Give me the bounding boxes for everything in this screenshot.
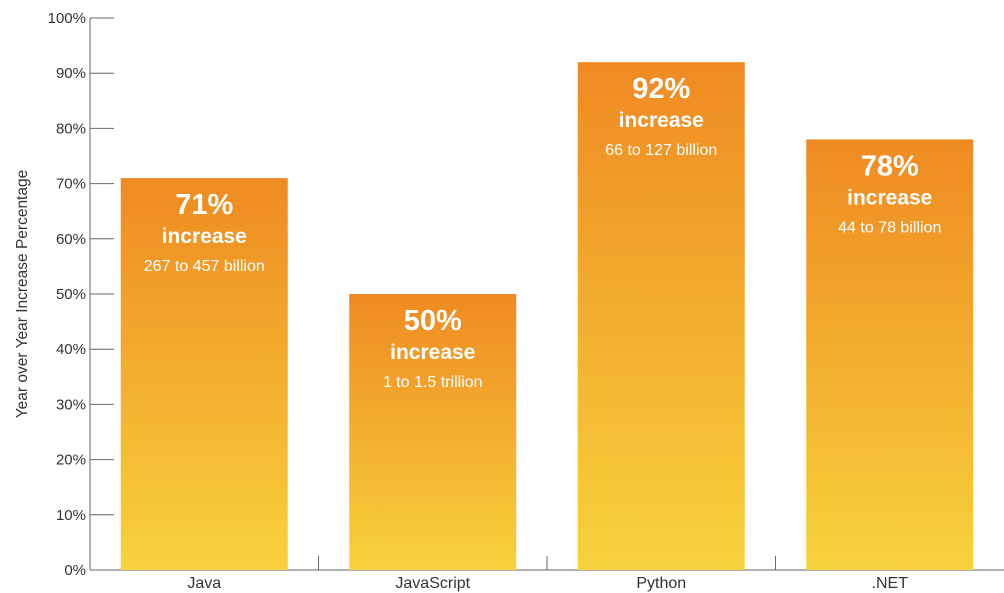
bar-percent-label: 71%	[175, 189, 233, 221]
y-tick-label: 20%	[56, 452, 86, 469]
bar-detail-label: 1 to 1.5 trillion	[383, 374, 483, 391]
bar-java	[120, 178, 288, 570]
y-tick-label: 50%	[56, 286, 86, 303]
y-tick-label: 80%	[56, 120, 86, 137]
y-axis: 0% 10% 20% 30% 40% 50% 60% 70% 80% 90% 100%	[48, 10, 114, 579]
x-tick-label: JavaScript	[395, 575, 470, 592]
y-tick-label: 30%	[56, 396, 86, 413]
bar-detail-label: 66 to 127 billion	[605, 142, 717, 159]
bar-detail-label: 44 to 78 billion	[838, 219, 941, 236]
bar-javascript	[349, 294, 517, 570]
x-tick-label: Python	[636, 575, 686, 592]
bar-percent-label: 92%	[632, 73, 690, 105]
bar-labels: 71% increase 267 to 457 billion 50% increase…	[144, 73, 942, 391]
y-tick-label: 60%	[56, 231, 86, 248]
y-tick-label: 40%	[56, 341, 86, 358]
y-axis-title: Year over Year Increase Percentage	[14, 170, 31, 418]
bars	[120, 62, 974, 570]
y-tick-label: 70%	[56, 176, 86, 193]
y-tick-label: 0%	[64, 562, 86, 579]
y-tick-label: 90%	[56, 65, 86, 82]
bar-increase-label: increase	[847, 186, 932, 209]
x-tick-label: Java	[187, 575, 221, 592]
bar-percent-label: 78%	[861, 150, 919, 182]
bar-percent-label: 50%	[404, 305, 462, 337]
bar-increase-label: increase	[162, 225, 247, 248]
bar-increase-label: increase	[619, 109, 704, 132]
bar-detail-label: 267 to 457 billion	[144, 258, 265, 275]
x-tick-label: .NET	[872, 575, 909, 592]
y-tick-label: 100%	[48, 10, 86, 27]
bar-increase-label: increase	[390, 341, 475, 364]
y-tick-label: 10%	[56, 507, 86, 524]
bar-python	[577, 62, 745, 570]
bar-net	[806, 139, 974, 570]
